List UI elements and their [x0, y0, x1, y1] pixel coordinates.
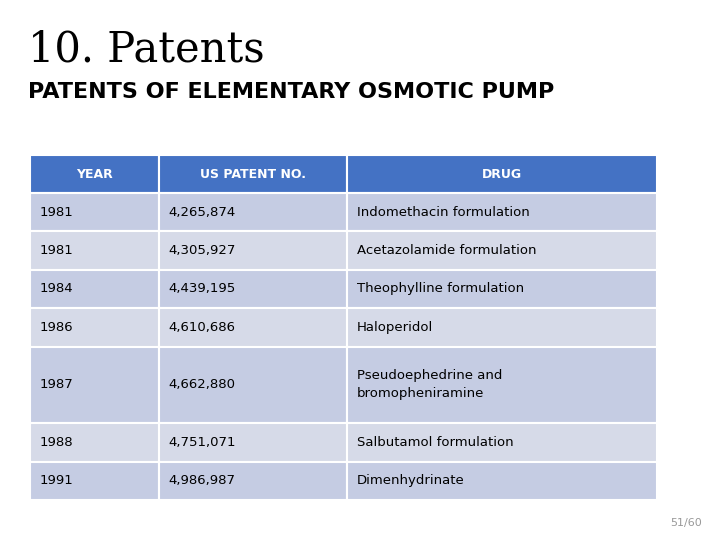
Text: Haloperidol: Haloperidol [357, 321, 433, 334]
Bar [30, 193, 158, 231]
Text: 1981: 1981 [40, 206, 73, 219]
Text: 4,439,195: 4,439,195 [168, 282, 236, 295]
Bar [158, 423, 347, 462]
Text: Salbutamol formulation: Salbutamol formulation [357, 436, 513, 449]
Bar [30, 462, 158, 500]
Text: US PATENT NO.: US PATENT NO. [199, 167, 306, 180]
Text: 51/60: 51/60 [670, 518, 702, 528]
Bar [347, 231, 657, 270]
Bar [158, 462, 347, 500]
Bar [347, 193, 657, 231]
Text: 4,305,927: 4,305,927 [168, 244, 236, 257]
Bar [347, 270, 657, 308]
Bar [347, 308, 657, 347]
Text: YEAR: YEAR [76, 167, 113, 180]
Text: PATENTS OF ELEMENTARY OSMOTIC PUMP: PATENTS OF ELEMENTARY OSMOTIC PUMP [28, 82, 554, 102]
Bar [347, 462, 657, 500]
Bar [158, 193, 347, 231]
Bar [30, 423, 158, 462]
Bar [158, 347, 347, 423]
Text: 4,986,987: 4,986,987 [168, 474, 235, 487]
Text: 1988: 1988 [40, 436, 73, 449]
Bar [30, 308, 158, 347]
Bar [30, 347, 158, 423]
Bar [158, 270, 347, 308]
Bar [30, 155, 158, 193]
Bar [158, 231, 347, 270]
Text: DRUG: DRUG [482, 167, 522, 180]
Text: Acetazolamide formulation: Acetazolamide formulation [357, 244, 536, 257]
Text: 1986: 1986 [40, 321, 73, 334]
Text: Theophylline formulation: Theophylline formulation [357, 282, 524, 295]
Text: 1984: 1984 [40, 282, 73, 295]
Text: 4,610,686: 4,610,686 [168, 321, 235, 334]
Bar [30, 270, 158, 308]
Bar [347, 155, 657, 193]
Text: Indomethacin formulation: Indomethacin formulation [357, 206, 529, 219]
Text: 1991: 1991 [40, 474, 73, 487]
Text: Pseudoephedrine and
bromopheniramine: Pseudoephedrine and bromopheniramine [357, 369, 502, 400]
Text: 1981: 1981 [40, 244, 73, 257]
Bar [347, 347, 657, 423]
Text: Dimenhydrinate: Dimenhydrinate [357, 474, 464, 487]
Bar [347, 423, 657, 462]
Text: 4,265,874: 4,265,874 [168, 206, 236, 219]
Bar [30, 231, 158, 270]
Text: 4,751,071: 4,751,071 [168, 436, 236, 449]
Text: 4,662,880: 4,662,880 [168, 379, 235, 392]
Bar [158, 155, 347, 193]
Text: 10. Patents: 10. Patents [28, 28, 265, 70]
Bar [158, 308, 347, 347]
Text: 1987: 1987 [40, 379, 73, 392]
